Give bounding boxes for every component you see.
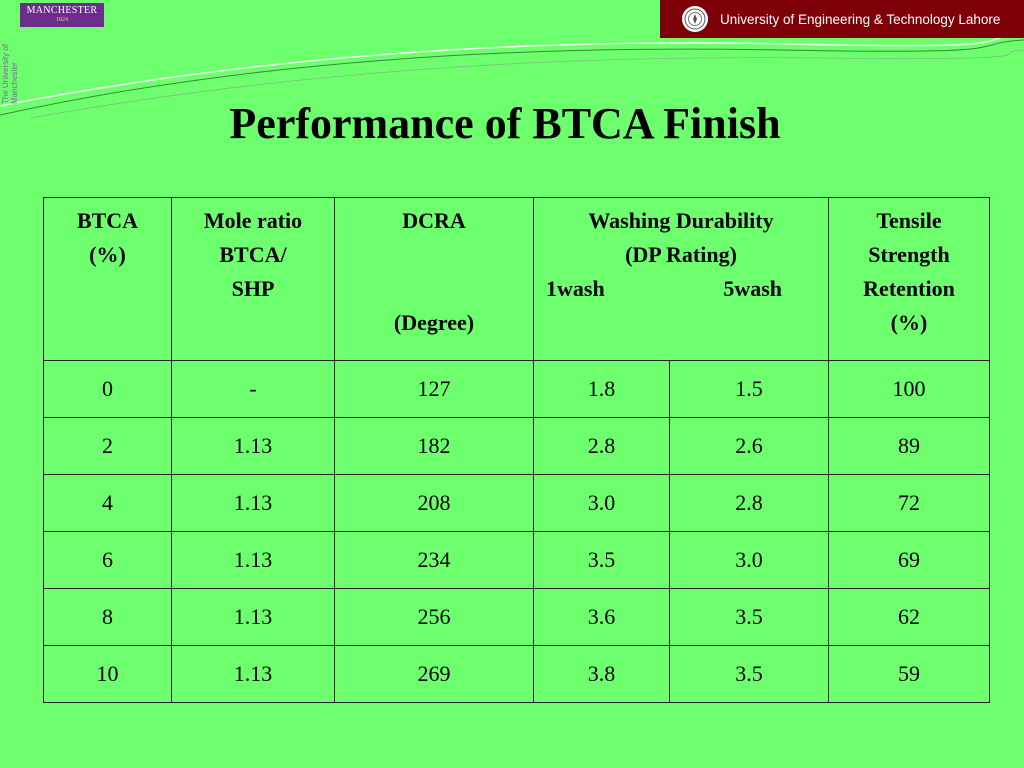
header-1wash: 1wash (546, 276, 605, 301)
uet-banner: University of Engineering & Technology L… (660, 0, 1024, 38)
cell-tensile: 89 (828, 417, 990, 475)
cell-1wash: 3.5 (533, 531, 670, 589)
cell-1wash: 2.8 (533, 417, 670, 475)
cell-btca: 10 (43, 645, 172, 703)
cell-mole-ratio: 1.13 (171, 417, 335, 475)
uet-banner-text: University of Engineering & Technology L… (720, 11, 1001, 27)
cell-tensile: 69 (828, 531, 990, 589)
table-row: 4 1.13 208 3.0 2.8 72 (43, 474, 990, 532)
header-btca: BTCA (%) (43, 197, 172, 361)
cell-btca: 0 (43, 360, 172, 418)
university-vertical-text: The University of Manchester (1, 43, 19, 104)
cell-mole-ratio: 1.13 (171, 645, 335, 703)
table-row: 6 1.13 234 3.5 3.0 69 (43, 531, 990, 589)
cell-btca: 8 (43, 588, 172, 646)
cell-1wash: 3.6 (533, 588, 670, 646)
cell-dcra: 127 (334, 360, 534, 418)
cell-mole-ratio: 1.13 (171, 474, 335, 532)
uet-seal-icon (682, 6, 708, 32)
cell-mole-ratio: - (171, 360, 335, 418)
cell-5wash: 1.5 (669, 360, 829, 418)
cell-mole-ratio: 1.13 (171, 531, 335, 589)
cell-1wash: 3.0 (533, 474, 670, 532)
cell-1wash: 1.8 (533, 360, 670, 418)
manchester-logo-name: MANCHESTER (26, 5, 98, 16)
cell-dcra: 269 (334, 645, 534, 703)
cell-tensile: 59 (828, 645, 990, 703)
header-5wash: 5wash (723, 276, 782, 301)
manchester-logo-year: 1824 (56, 17, 68, 23)
cell-btca: 4 (43, 474, 172, 532)
cell-dcra: 256 (334, 588, 534, 646)
header-washing-durability: Washing Durability (DP Rating) 1wash 5wa… (533, 197, 829, 361)
table-row: 0 - 127 1.8 1.5 100 (43, 360, 990, 418)
cell-tensile: 72 (828, 474, 990, 532)
cell-1wash: 3.8 (533, 645, 670, 703)
cell-5wash: 2.8 (669, 474, 829, 532)
cell-tensile: 62 (828, 588, 990, 646)
cell-dcra: 208 (334, 474, 534, 532)
cell-tensile: 100 (828, 360, 990, 418)
cell-mole-ratio: 1.13 (171, 588, 335, 646)
cell-btca: 2 (43, 417, 172, 475)
cell-5wash: 3.5 (669, 588, 829, 646)
cell-dcra: 182 (334, 417, 534, 475)
cell-btca: 6 (43, 531, 172, 589)
header-tensile-strength: Tensile Strength Retention (%) (828, 197, 990, 361)
cell-5wash: 3.5 (669, 645, 829, 703)
header-dcra: DCRA (Degree) (334, 197, 534, 361)
cell-dcra: 234 (334, 531, 534, 589)
manchester-logo: MANCHESTER 1824 (20, 3, 104, 27)
header-mole-ratio: Mole ratio BTCA/ SHP (171, 197, 335, 361)
cell-5wash: 3.0 (669, 531, 829, 589)
table-row: 8 1.13 256 3.6 3.5 62 (43, 588, 990, 646)
slide-title: Performance of BTCA Finish (229, 99, 781, 148)
table-row: 10 1.13 269 3.8 3.5 59 (43, 645, 990, 703)
cell-5wash: 2.6 (669, 417, 829, 475)
table-header-row: BTCA (%) Mole ratio BTCA/ SHP DCRA (Degr… (43, 197, 990, 361)
header-swoosh-decoration (0, 33, 1024, 119)
performance-table: BTCA (%) Mole ratio BTCA/ SHP DCRA (Degr… (43, 197, 990, 703)
table-row: 2 1.13 182 2.8 2.6 89 (43, 417, 990, 475)
